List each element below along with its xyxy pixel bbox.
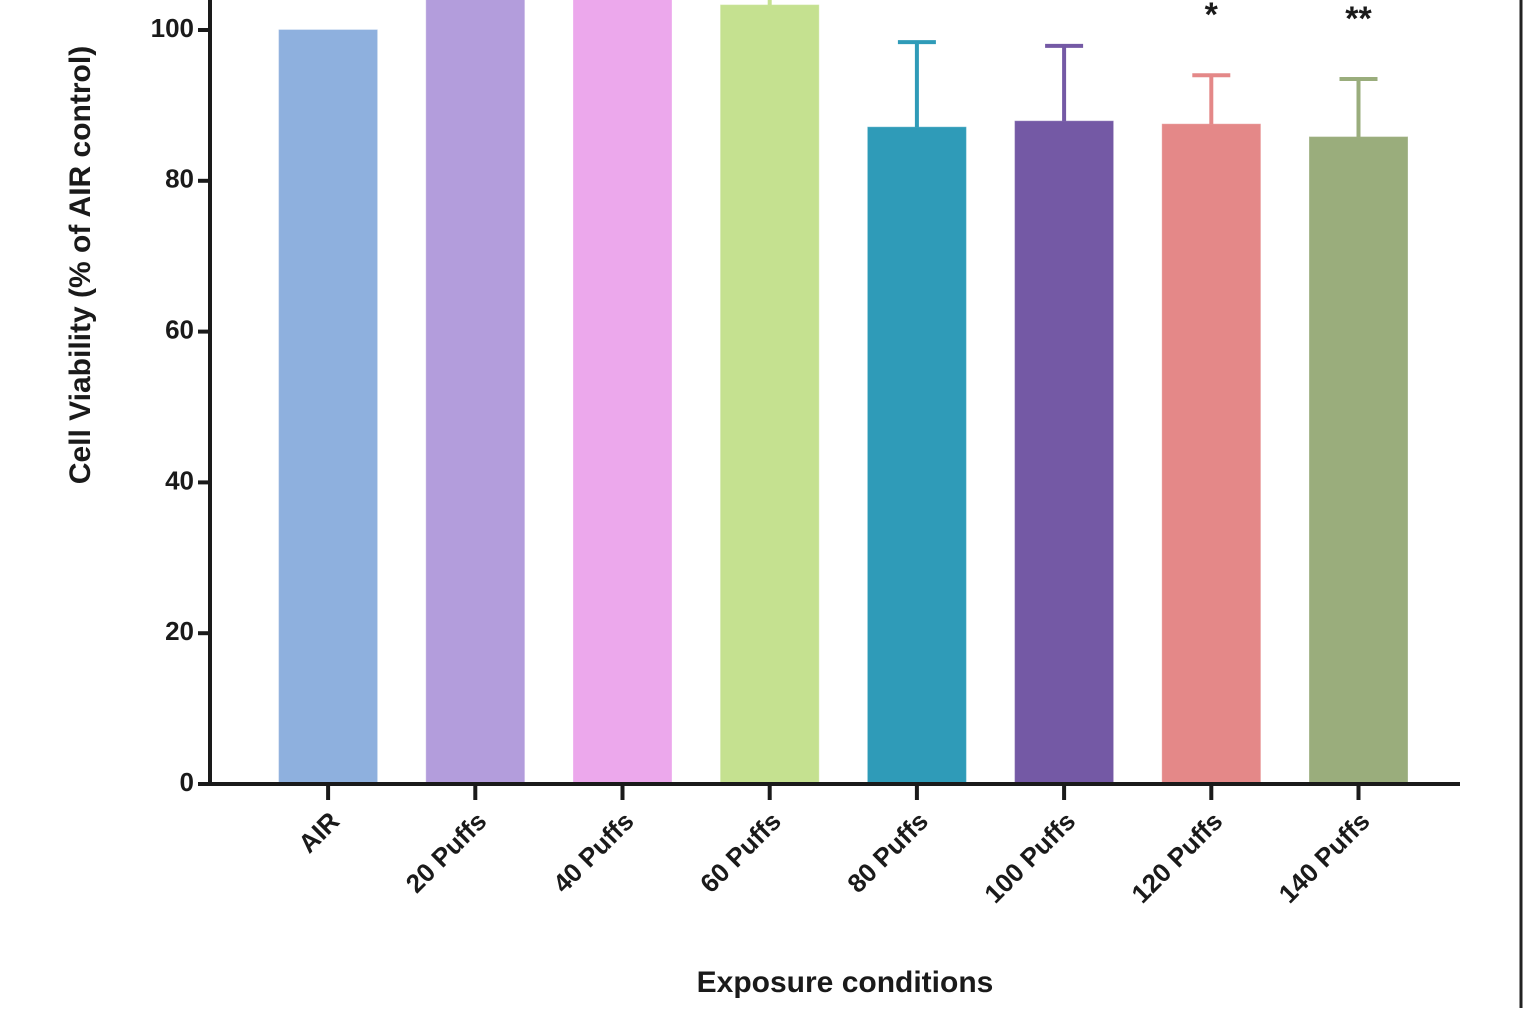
bar bbox=[720, 4, 820, 785]
bar bbox=[1161, 123, 1261, 785]
bar bbox=[1014, 120, 1114, 785]
y-tick-label: 0 bbox=[180, 767, 194, 797]
y-tick-label: 60 bbox=[165, 314, 194, 344]
y-tick-label: 20 bbox=[165, 616, 194, 646]
significance-label: ** bbox=[1345, 0, 1372, 38]
x-axis-label: Exposure conditions bbox=[697, 966, 994, 999]
bar bbox=[867, 126, 967, 785]
significance-label: * bbox=[1205, 0, 1219, 34]
y-tick-label: 40 bbox=[165, 465, 194, 495]
y-tick-label: 100 bbox=[151, 13, 194, 43]
bar bbox=[425, 0, 525, 785]
bar bbox=[1309, 136, 1408, 785]
bar bbox=[278, 29, 378, 785]
bar bbox=[573, 0, 672, 785]
y-tick-label: 80 bbox=[165, 164, 194, 194]
y-axis-label: Cell Viability (% of AIR control) bbox=[64, 46, 97, 484]
significance-label: ** bbox=[1051, 0, 1078, 5]
